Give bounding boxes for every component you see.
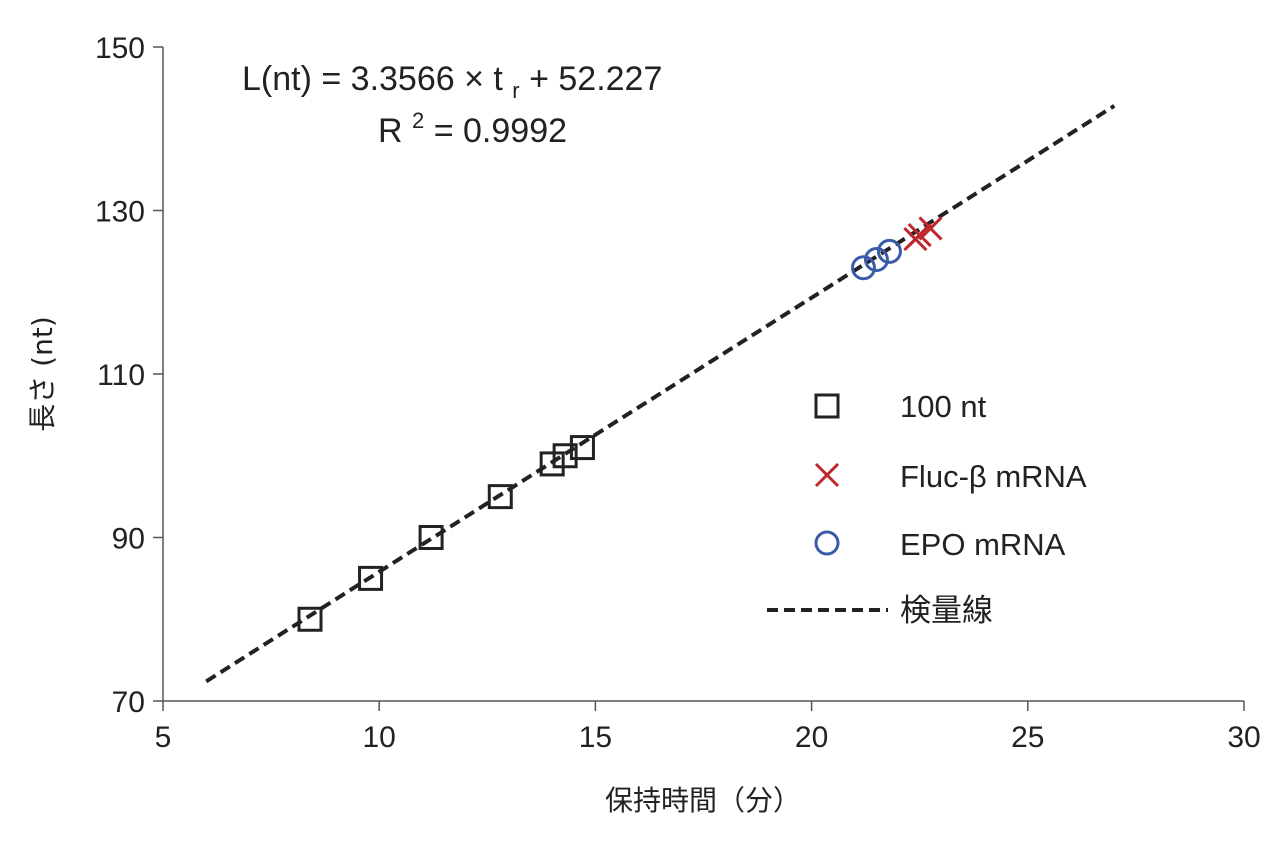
x-marker-stroke-b <box>907 222 932 248</box>
equation-subscript: r <box>512 78 519 103</box>
legend: 100 nt Fluc-β mRNA EPO mRNA 検量線 <box>767 389 1087 628</box>
calibration-fit-line <box>205 104 1116 684</box>
legend-x-icon <box>814 462 840 488</box>
legend-x-marker <box>814 462 840 488</box>
legend-item-epo: EPO mRNA <box>814 527 1066 562</box>
x-marker <box>918 216 943 241</box>
legend-square-marker <box>814 393 840 419</box>
fit-line-layer <box>205 104 1116 684</box>
x-tick-label: 30 <box>1227 721 1260 754</box>
r2-value: = 0.9992 <box>434 112 567 150</box>
y-tick-label: 70 <box>112 686 145 719</box>
equation-annotation: L(nt) = 3.3566 × t r + 52.227 R 2 = 0.99… <box>242 60 662 150</box>
y-tick-label: 150 <box>95 32 145 65</box>
square-marker <box>418 525 444 550</box>
circle-marker <box>850 255 876 281</box>
x-marker-stroke-b <box>918 216 943 241</box>
x-tick-label: 15 <box>579 721 612 754</box>
circle-marker <box>876 238 902 264</box>
axes <box>162 47 1244 702</box>
r2-superscript: 2 <box>412 108 424 133</box>
legend-circle-marker <box>814 530 840 556</box>
square-marker <box>487 484 513 510</box>
equation-text: L(nt) = 3.3566 × t r + 52.227 <box>242 60 662 106</box>
y-axis-title: 長さ (nt) <box>26 316 59 431</box>
x-tick-label: 20 <box>795 721 828 754</box>
y-tick-label: 110 <box>97 359 145 392</box>
legend-x-marker-stroke-b <box>814 462 840 488</box>
x-marker <box>907 222 932 248</box>
legend-label-epo: EPO mRNA <box>900 527 1066 562</box>
square-marker <box>358 565 384 591</box>
legend-square-icon <box>814 393 840 419</box>
x-axis-title: 保持時間（分） <box>605 784 801 817</box>
square-marker <box>569 435 595 461</box>
legend-item-fluc: Fluc-β mRNA <box>814 459 1087 494</box>
legend-item-fit-line: 検量線 <box>767 593 993 628</box>
x-tick-label: 10 <box>363 721 396 754</box>
legend-label-fluc: Fluc-β mRNA <box>900 459 1087 494</box>
square-marker <box>552 443 578 469</box>
legend-circle-icon <box>814 530 840 556</box>
legend-item-100nt: 100 nt <box>814 389 987 424</box>
y-tick-label: 90 <box>112 523 145 556</box>
r2-label: R <box>378 112 403 150</box>
legend-label-100nt: 100 nt <box>900 389 987 424</box>
square-marker <box>297 606 323 632</box>
equation-suffix: + 52.227 <box>529 60 662 98</box>
r-squared-text: R 2 = 0.9992 <box>378 98 567 150</box>
circle-marker <box>863 247 889 273</box>
x-tick-label: 25 <box>1011 721 1044 754</box>
y-ticks: 70 90 110 130 150 <box>95 32 163 719</box>
x-tick-label: 5 <box>155 721 172 754</box>
markers-layer <box>297 216 943 632</box>
equation-prefix: L(nt) = 3.3566 × t <box>242 60 503 98</box>
x-ticks: 5 10 15 20 25 30 <box>155 701 1261 754</box>
y-tick-label: 130 <box>95 196 145 229</box>
square-marker <box>539 451 565 477</box>
legend-label-fit-line: 検量線 <box>900 593 993 628</box>
